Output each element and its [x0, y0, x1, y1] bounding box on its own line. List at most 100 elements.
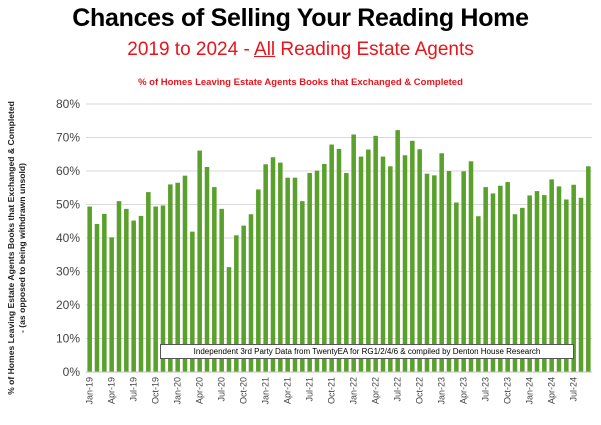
y-tick-label: 60% [56, 164, 80, 178]
bar [109, 237, 114, 372]
y-tick-label: 10% [56, 332, 80, 346]
bar [314, 170, 320, 372]
bar [366, 149, 371, 372]
y-tick-label: 20% [56, 298, 80, 312]
bar [146, 192, 151, 372]
bar [344, 173, 349, 372]
bar [94, 223, 100, 372]
bar [461, 171, 466, 372]
x-tick-label: Apr-23 [459, 377, 469, 404]
chart-title: Chances of Selling Your Reading Home [72, 4, 529, 32]
bar [564, 199, 569, 372]
bar [358, 156, 364, 372]
x-tick-label: Oct-22 [415, 377, 425, 404]
bar [197, 150, 202, 372]
bar [307, 173, 312, 372]
bar [373, 135, 378, 372]
bar [549, 179, 554, 372]
bar [234, 235, 239, 372]
subtitle-prefix: 2019 to 2024 - [127, 39, 255, 60]
x-tick-label: Jul-20 [217, 377, 227, 402]
bar [534, 191, 540, 372]
bar [388, 166, 393, 372]
bar [153, 206, 158, 372]
x-tick-label: Apr-21 [283, 377, 293, 404]
x-tick-label: Jul-21 [305, 377, 315, 402]
x-tick-label: Jan-20 [173, 377, 183, 405]
bar [278, 162, 283, 372]
bar [520, 207, 525, 372]
bar [556, 186, 562, 372]
bar [490, 193, 496, 372]
x-tick-label: Oct-23 [503, 377, 513, 404]
x-tick-label: Jan-24 [525, 377, 535, 405]
x-tick-label: Jul-23 [481, 377, 491, 402]
x-tick-label: Jan-23 [437, 377, 447, 405]
bar [87, 206, 92, 372]
x-tick-label: Oct-19 [151, 377, 161, 404]
y-tick-label: 0% [63, 365, 81, 379]
chart-note: % of Homes Leaving Estate Agents Books t… [138, 77, 463, 88]
bar [424, 173, 430, 372]
x-tick-label: Oct-21 [327, 377, 337, 404]
x-tick-label: Apr-20 [195, 377, 205, 404]
x-tick-label: Oct-20 [239, 377, 249, 404]
bar [263, 164, 268, 372]
y-tick-label: 70% [56, 131, 80, 145]
bar [586, 166, 591, 372]
y-axis-ticks: 0% 10% 20% 30% 40% 50% 60% 70% 80% [56, 97, 80, 379]
y-tick-label: 50% [56, 198, 80, 212]
x-tick-label: Jul-22 [393, 377, 403, 402]
x-tick-label: Jan-19 [85, 377, 95, 405]
subtitle-all: All [254, 39, 276, 60]
bar [498, 185, 503, 372]
y-axis-label: % of Homes Leaving Estate Agents Books t… [6, 101, 27, 395]
bar [578, 197, 584, 372]
bar [248, 214, 254, 372]
bar [542, 195, 547, 372]
bar [190, 231, 195, 372]
bar [571, 184, 576, 372]
bar [182, 175, 188, 372]
bar [512, 214, 518, 372]
x-tick-label: Jan-21 [261, 377, 271, 405]
bar [483, 187, 488, 372]
x-tick-label: Apr-22 [371, 377, 381, 404]
bar [527, 195, 532, 372]
bar [410, 140, 415, 372]
bar [241, 225, 246, 372]
bar [212, 187, 217, 372]
x-axis-ticks: Jan-19 Apr-19 Jul-19 Oct-19 Jan-20 Apr-20 Jul-… [85, 377, 579, 405]
bar [468, 161, 474, 372]
y-axis-label-line2: - (as opposed to being withdrawn unsold) [17, 163, 27, 333]
bar [116, 201, 122, 372]
bar [505, 182, 510, 372]
bar [256, 189, 261, 372]
bar [160, 205, 166, 372]
x-tick-label: Apr-19 [107, 377, 117, 404]
bar [292, 177, 298, 372]
chart-subtitle: 2019 to 2024 - All Reading Estate Agents [0, 39, 601, 61]
bar [131, 220, 136, 372]
y-axis-label-line1: % of Homes Leaving Estate Agents Books t… [6, 101, 16, 395]
bar [124, 208, 129, 372]
y-tick-label: 40% [56, 231, 80, 245]
bar [454, 202, 459, 372]
bar [336, 148, 342, 372]
subtitle-suffix: Reading Estate Agents [275, 39, 474, 60]
x-tick-label: Jul-19 [129, 377, 139, 402]
x-tick-label: Jul-24 [569, 377, 579, 402]
bar [322, 163, 327, 372]
bar [395, 130, 400, 372]
bar [204, 166, 210, 372]
y-tick-label: 30% [56, 265, 80, 279]
x-tick-label: Apr-24 [547, 377, 557, 404]
bar [270, 157, 276, 372]
bars [87, 130, 591, 372]
bar [351, 134, 356, 372]
x-tick-label: Jan-22 [349, 377, 359, 405]
bar [219, 208, 224, 372]
bar [285, 177, 290, 372]
bar [432, 175, 437, 372]
